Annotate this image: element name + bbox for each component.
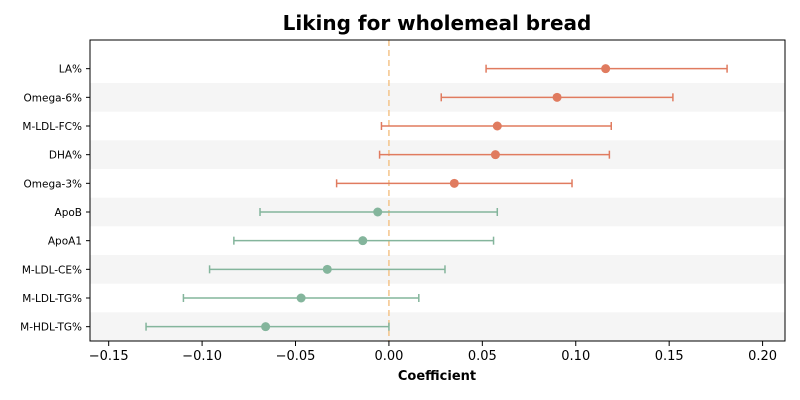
- x-tick-label: 0.20: [748, 349, 777, 364]
- y-tick-label: M-LDL-TG%: [22, 293, 82, 305]
- x-axis-label: Coefficient: [398, 369, 476, 384]
- x-axis: −0.15 −0.10 −0.05 0.00 0.05 0.10 0.15 0.20: [89, 341, 777, 364]
- coefficient-point: [552, 92, 562, 102]
- coefficient-point: [358, 236, 368, 246]
- x-tick-label: −0.15: [89, 349, 129, 364]
- row-band: [90, 83, 785, 112]
- x-tick-label: −0.10: [182, 349, 222, 364]
- coefficient-point: [261, 322, 271, 332]
- y-tick-label: LA%: [59, 64, 82, 76]
- coefficient-point: [322, 264, 332, 274]
- x-tick-label: 0.15: [655, 349, 684, 364]
- coefficient-points: [261, 64, 611, 332]
- x-tick-label: 0.10: [561, 349, 590, 364]
- coefficient-point: [449, 178, 459, 188]
- x-tick-label: 0.05: [468, 349, 497, 364]
- y-tick-label: ApoA1: [48, 236, 82, 248]
- y-tick-label: Omega-6%: [24, 92, 83, 104]
- coefficient-point: [490, 150, 500, 160]
- y-tick-label: DHA%: [49, 150, 82, 162]
- coefficient-point: [296, 293, 306, 303]
- coefficient-point: [601, 64, 611, 74]
- x-tick-label: 0.00: [374, 349, 403, 364]
- coefficient-point: [373, 207, 383, 217]
- y-tick-label: M-LDL-FC%: [22, 121, 82, 133]
- y-axis: LA% Omega-6% M-LDL-FC% DHA% Omega-3% ApoB ApoA…: [20, 64, 90, 334]
- y-tick-label: M-HDL-TG%: [20, 322, 82, 334]
- y-tick-label: M-LDL-CE%: [22, 264, 82, 276]
- chart-title: Liking for wholemeal bread: [283, 11, 592, 35]
- y-tick-label: ApoB: [55, 207, 82, 219]
- x-tick-label: −0.05: [276, 349, 316, 364]
- plot-frame: [89, 39, 786, 342]
- y-tick-label: Omega-3%: [24, 178, 83, 190]
- coefficient-point: [492, 121, 502, 131]
